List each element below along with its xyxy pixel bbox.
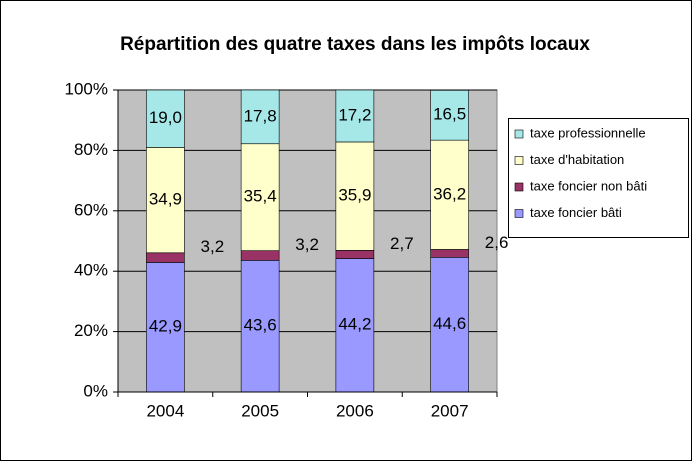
data-label: 17,2: [338, 105, 371, 124]
data-label: 2,7: [390, 234, 414, 253]
bar-segment: [335, 250, 375, 259]
data-label: 34,9: [149, 190, 182, 209]
y-tick-label: 80%: [74, 140, 108, 159]
data-label: 43,6: [244, 316, 277, 335]
data-label: 3,2: [295, 235, 319, 254]
legend: [508, 118, 689, 238]
data-label: 35,9: [338, 186, 371, 205]
bar-segment: [146, 89, 185, 148]
legend-swatch: [514, 209, 524, 218]
data-label: 35,4: [244, 187, 277, 206]
bar-segment: [430, 249, 469, 258]
data-label: 16,5: [433, 105, 466, 124]
data-label: 36,2: [433, 184, 466, 203]
bar-segment: [146, 252, 185, 263]
y-tick-label: 0%: [83, 381, 108, 400]
legend-swatch: [514, 156, 524, 165]
y-tick-label: 20%: [74, 321, 108, 340]
legend-swatch: [514, 129, 524, 139]
data-label: 2,6: [485, 233, 509, 252]
bar-segment: [335, 89, 375, 143]
bar-segment: [240, 260, 280, 393]
data-label: 3,2: [201, 237, 225, 256]
legend-label: taxe professionnelle: [530, 125, 646, 140]
bar-segment: [335, 258, 375, 393]
chart-title: Répartition des quatre taxes dans les im…: [120, 34, 590, 55]
y-tick-label: 40%: [74, 261, 108, 280]
legend-label: taxe foncier bâti: [530, 205, 622, 220]
bar-segment: [430, 90, 469, 141]
data-label: 42,9: [149, 317, 182, 336]
bar-segment: [240, 250, 280, 261]
legend-label: taxe d'habitation: [530, 152, 624, 167]
y-tick-label: 60%: [74, 200, 108, 219]
data-label: 44,6: [433, 314, 466, 333]
bar-segment: [335, 141, 375, 251]
bar-segment: [240, 143, 280, 251]
x-tick-label: 2007: [431, 401, 469, 420]
x-tick-label: 2006: [336, 401, 374, 420]
bar-segment: [240, 89, 280, 145]
data-label: 19,0: [149, 108, 182, 127]
y-tick-label: 100%: [65, 79, 108, 98]
bar-segment: [146, 147, 185, 254]
data-label: 17,8: [244, 106, 277, 125]
legend-label: taxe foncier non bâti: [530, 178, 647, 193]
legend-swatch: [514, 182, 524, 192]
x-tick-label: 2005: [241, 401, 279, 420]
data-label: 44,2: [338, 315, 371, 334]
bar-segment: [430, 139, 469, 250]
x-tick-label: 2004: [146, 401, 184, 420]
